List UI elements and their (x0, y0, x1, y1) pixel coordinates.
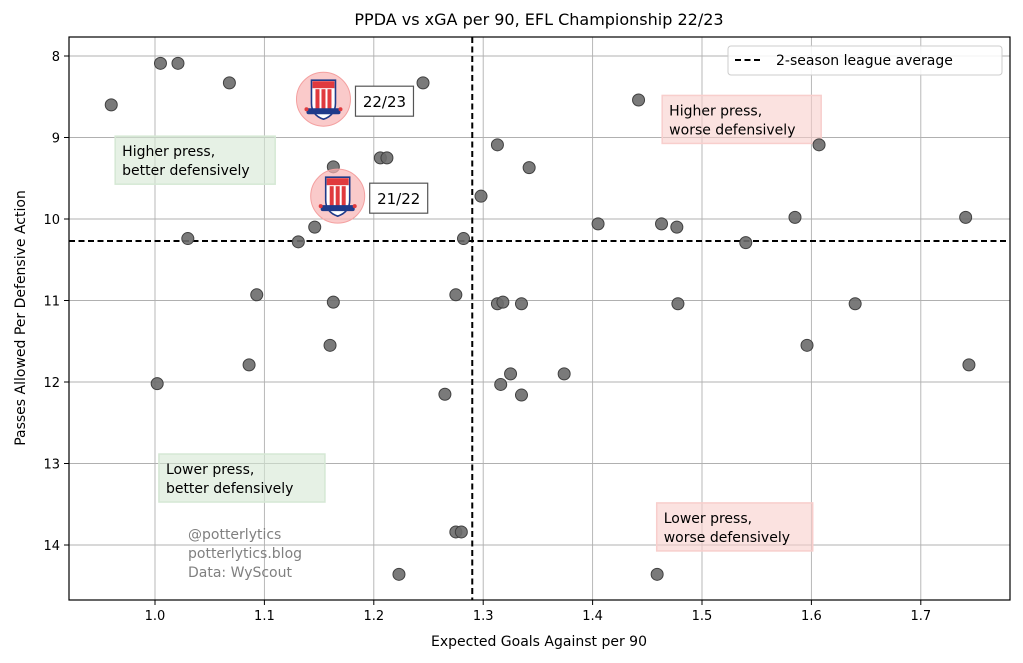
data-point (392, 567, 406, 581)
quadrant-label: Higher press, better defensively (114, 135, 276, 185)
data-point (494, 377, 508, 391)
stoke-city-crest-icon (318, 176, 357, 218)
data-point (490, 138, 504, 152)
x-tick-label: 1.0 (145, 609, 166, 624)
x-tick-label: 1.7 (910, 609, 931, 624)
data-point (153, 56, 167, 70)
y-tick-label: 9 (52, 132, 60, 147)
grid (69, 37, 1010, 600)
y-tick-label: 10 (43, 213, 60, 228)
credit-data-source: Data: WyScout (188, 565, 292, 581)
stoke-city-crest-icon (304, 79, 343, 121)
data-point (800, 338, 814, 352)
y-axis-label: Passes Allowed Per Defensive Action (13, 190, 29, 446)
data-point (250, 288, 264, 302)
y-tick-label: 8 (52, 50, 60, 65)
credit-twitter: @potterlytics (188, 527, 281, 543)
x-tick-label: 1.4 (582, 609, 603, 624)
ticks: 1.0 1.1 1.2 1.3 1.4 1.5 1.6 1.7 8 9 10 11 12 13 14 (43, 50, 931, 624)
data-point (557, 367, 571, 381)
credits: @potterlytics potterlytics.blog Data: Wy… (188, 527, 302, 581)
x-tick-label: 1.3 (473, 609, 494, 624)
x-axis-label: Expected Goals Against per 90 (431, 634, 647, 650)
season-label: 22/23 (363, 93, 406, 111)
data-point (812, 138, 826, 152)
data-point (380, 151, 394, 165)
quadrant-label-text: better defensively (166, 481, 293, 497)
quadrant-label-text: Higher press, (669, 103, 762, 119)
quadrant-label: Higher press, worse defensively (661, 94, 822, 145)
season-label: 21/22 (377, 190, 420, 208)
quadrant-label: Lower press, worse defensively (655, 502, 814, 552)
data-point (171, 56, 185, 70)
data-point (514, 297, 528, 311)
data-point (650, 567, 664, 581)
quadrant-label-box (655, 502, 814, 552)
data-point (291, 235, 305, 249)
data-point (496, 295, 510, 309)
data-point (671, 297, 685, 311)
data-point (788, 210, 802, 224)
data-point (323, 338, 337, 352)
quadrant-label-text: Lower press, (664, 511, 752, 527)
x-tick-label: 1.5 (692, 609, 713, 624)
data-point (739, 236, 753, 250)
legend-label: 2-season league average (776, 53, 953, 69)
data-point (457, 232, 471, 246)
stoke-city-highlight: 22/23 (295, 71, 415, 127)
data-point (632, 93, 646, 107)
data-point (959, 210, 973, 224)
data-point (962, 358, 976, 372)
stoke-city-highlight: 21/22 (310, 168, 429, 224)
data-point (181, 232, 195, 246)
highlight-points: 22/23 21/22 (295, 71, 429, 224)
data-point (514, 388, 528, 402)
y-tick-label: 12 (43, 376, 60, 391)
quadrant-label-text: worse defensively (669, 122, 795, 138)
data-point (655, 217, 669, 231)
data-point (454, 525, 468, 539)
data-point (848, 297, 862, 311)
quadrant-label: Lower press, better defensively (158, 453, 326, 503)
data-point (670, 220, 684, 234)
data-point (308, 220, 322, 234)
data-point (504, 367, 518, 381)
data-point (326, 295, 340, 309)
season-label-box (369, 182, 429, 214)
season-label-box (354, 85, 415, 117)
plot-frame (68, 36, 1011, 601)
data-point (449, 288, 463, 302)
data-point (438, 387, 452, 401)
quadrant-label-text: Higher press, (122, 144, 215, 160)
x-tick-label: 1.6 (801, 609, 822, 624)
quadrant-label-box (661, 94, 822, 145)
data-point (104, 98, 118, 112)
quadrant-label-box (158, 453, 326, 503)
data-point (474, 189, 488, 203)
legend-box (727, 45, 1003, 76)
reference-lines (69, 37, 1010, 600)
y-tick-label: 13 (43, 458, 60, 473)
quadrant-label-text: better defensively (122, 163, 249, 179)
quadrant-label-box (114, 135, 276, 185)
data-points (104, 56, 976, 581)
axes (68, 36, 1011, 601)
quadrant-label-text: Lower press, (166, 462, 254, 478)
data-point (416, 76, 430, 90)
x-tick-label: 1.1 (254, 609, 275, 624)
data-point (150, 377, 164, 391)
x-tick-label: 1.2 (363, 609, 384, 624)
data-point (222, 76, 236, 90)
y-tick-label: 14 (43, 539, 60, 554)
data-point (591, 217, 605, 231)
data-point (522, 161, 536, 175)
y-tick-label: 11 (43, 295, 60, 310)
quadrant-label-text: worse defensively (664, 530, 790, 546)
chart-title: PPDA vs xGA per 90, EFL Championship 22/… (354, 10, 723, 29)
credit-blog: potterlytics.blog (188, 546, 302, 562)
legend: 2-season league average (727, 45, 1003, 76)
data-point (242, 358, 256, 372)
